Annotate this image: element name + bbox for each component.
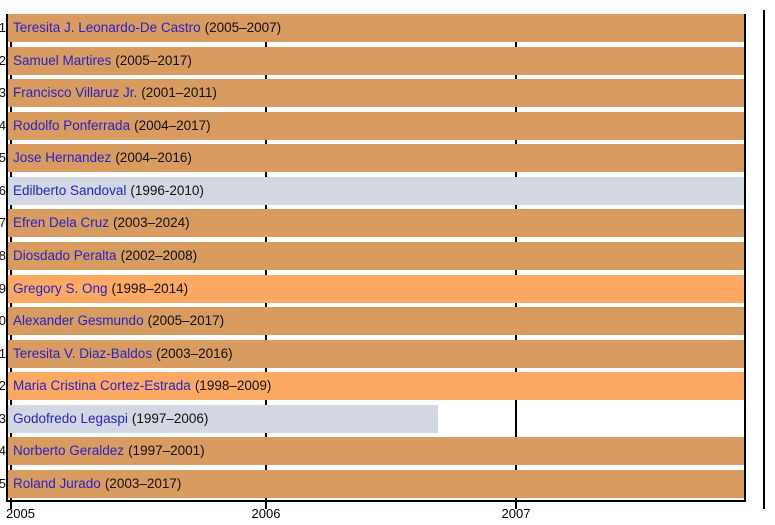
tenure-bar: Roland Jurado (2003–2017) — [8, 470, 744, 498]
y-axis-line — [6, 14, 8, 502]
person-name-link[interactable]: Alexander Gesmundo — [13, 313, 144, 328]
tenure-bar: Diosdado Peralta (2002–2008) — [8, 242, 744, 270]
tenure-bar: Teresita V. Diaz-Baldos (2003–2016) — [8, 340, 744, 368]
person-name-link[interactable]: Maria Cristina Cortez-Estrada — [13, 378, 191, 393]
person-name-link[interactable]: Jose Hernandez — [13, 150, 112, 165]
row-number: 13 — [0, 411, 6, 426]
tenure-bar: Gregory S. Ong (1998–2014) — [8, 275, 744, 303]
x-tick-label-2006: 2006 — [251, 506, 281, 521]
x-tick-label-2005: 2005 — [6, 506, 35, 521]
row-number: 11 — [0, 346, 6, 361]
tenure-bar: Norberto Geraldez (1997–2001) — [8, 437, 744, 465]
tenure-years: (2003–2017) — [104, 476, 182, 491]
person-name-link[interactable]: Gregory S. Ong — [13, 281, 108, 296]
person-name-link[interactable]: Roland Jurado — [13, 476, 101, 491]
row-number: 10 — [0, 313, 6, 328]
tenure-bar: Efren Dela Cruz (2003–2024) — [8, 209, 744, 237]
tenure-years: (1997–2001) — [128, 443, 205, 458]
tenure-bar: Edilberto Sandoval (1996-2010) — [8, 177, 744, 205]
row-number: 1 — [0, 20, 6, 35]
tenure-years: (2005–2007) — [204, 20, 282, 35]
plot-right-border — [744, 14, 746, 501]
person-name-link[interactable]: Rodolfo Ponferrada — [13, 118, 131, 133]
person-name-link[interactable]: Efren Dela Cruz — [13, 215, 110, 230]
tenure-years: (1996-2010) — [130, 183, 204, 198]
tenure-years: (2002–2008) — [120, 248, 198, 263]
tenure-bar: Rodolfo Ponferrada (2004–2017) — [8, 112, 744, 140]
tenure-years: (2003–2024) — [113, 215, 190, 230]
x-tick-label-2007: 2007 — [501, 506, 531, 521]
person-name-link[interactable]: Norberto Geraldez — [13, 443, 125, 458]
row-number: 14 — [0, 443, 6, 458]
tick-2007 — [515, 501, 517, 509]
tenure-years: (2003–2016) — [156, 346, 233, 361]
tenure-bar: Samuel Martires (2005–2017) — [8, 47, 744, 75]
row-number: 8 — [0, 248, 6, 263]
person-name-link[interactable]: Teresita J. Leonardo-De Castro — [13, 20, 201, 35]
tenure-years: (1997–2006) — [131, 411, 209, 426]
person-name-link[interactable]: Teresita V. Diaz-Baldos — [13, 346, 153, 361]
outer-right-line — [763, 10, 765, 509]
tick-2006 — [265, 501, 267, 509]
person-name-link[interactable]: Edilberto Sandoval — [13, 183, 127, 198]
x-axis-line — [6, 500, 746, 502]
row-number: 15 — [0, 476, 6, 491]
person-name-link[interactable]: Diosdado Peralta — [13, 248, 117, 263]
row-number: 6 — [0, 183, 6, 198]
tenure-years: (1998–2009) — [194, 378, 272, 393]
tenure-years: (1998–2014) — [111, 281, 189, 296]
tick-2005 — [10, 501, 12, 509]
tenure-bar: Teresita J. Leonardo-De Castro (2005–2007… — [8, 14, 744, 42]
tenure-bar: Maria Cristina Cortez-Estrada (1998–2009) — [8, 372, 744, 400]
tenure-years: (2005–2017) — [147, 313, 225, 328]
tenure-bar: Francisco Villaruz Jr. (2001–2011) — [8, 79, 744, 107]
row-number: 4 — [0, 118, 6, 133]
tenure-bar: Godofredo Legaspi (1997–2006) — [8, 405, 438, 433]
person-name-link[interactable]: Francisco Villaruz Jr. — [13, 85, 138, 100]
tenure-years: (2004–2017) — [134, 118, 211, 133]
row-number: 2 — [0, 53, 6, 68]
row-number: 3 — [0, 85, 6, 100]
row-number: 7 — [0, 215, 6, 230]
tenure-bar: Alexander Gesmundo (2005–2017) — [8, 307, 744, 335]
row-number: 12 — [0, 378, 6, 393]
tenure-years: (2001–2011) — [141, 85, 217, 100]
tenure-years: (2004–2016) — [115, 150, 192, 165]
tenure-bar: Jose Hernandez (2004–2016) — [8, 144, 744, 172]
person-name-link[interactable]: Samuel Martires — [13, 53, 112, 68]
person-name-link[interactable]: Godofredo Legaspi — [13, 411, 128, 426]
row-number: 5 — [0, 150, 6, 165]
row-number: 9 — [0, 281, 6, 296]
tenure-years: (2005–2017) — [115, 53, 192, 68]
